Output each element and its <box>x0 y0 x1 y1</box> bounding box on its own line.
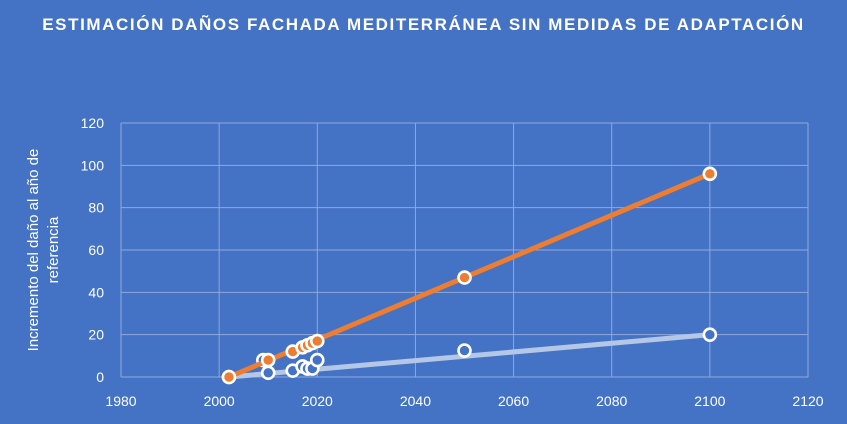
y-tick-label: 40 <box>88 284 104 300</box>
y-tick-label: 0 <box>96 369 104 385</box>
x-tick-label: 2100 <box>694 393 725 409</box>
data-point <box>221 369 237 385</box>
x-tick-label: 2080 <box>596 393 627 409</box>
y-tick-label: 20 <box>88 327 104 343</box>
x-tick-label: 2000 <box>204 393 235 409</box>
y-tick-label: 80 <box>88 200 104 216</box>
data-point <box>260 365 276 381</box>
data-point <box>702 166 718 182</box>
y-axis-label: Incremento del daño al año de referencia <box>25 149 62 352</box>
y-axis-label-line: Incremento del daño al año de <box>25 149 42 352</box>
data-point <box>457 343 472 358</box>
data-point <box>260 352 276 368</box>
data-point <box>457 270 472 285</box>
x-tick-label: 2120 <box>792 393 823 409</box>
y-tick-label: 60 <box>88 242 104 258</box>
y-tick-label: 100 <box>81 157 105 173</box>
data-point <box>309 333 325 349</box>
x-tick-label: 1980 <box>105 393 136 409</box>
x-tick-label: 2060 <box>498 393 529 409</box>
data-point <box>702 327 718 342</box>
x-tick-label: 2040 <box>400 393 431 409</box>
y-axis-label-line: referencia <box>45 216 62 283</box>
data-point <box>309 352 325 368</box>
y-tick-label: 120 <box>81 115 105 131</box>
x-tick-label: 2020 <box>302 393 333 409</box>
chart-title: ESTIMACIÓN DAÑOS FACHADA MEDITERRÁNEA SI… <box>42 15 805 34</box>
